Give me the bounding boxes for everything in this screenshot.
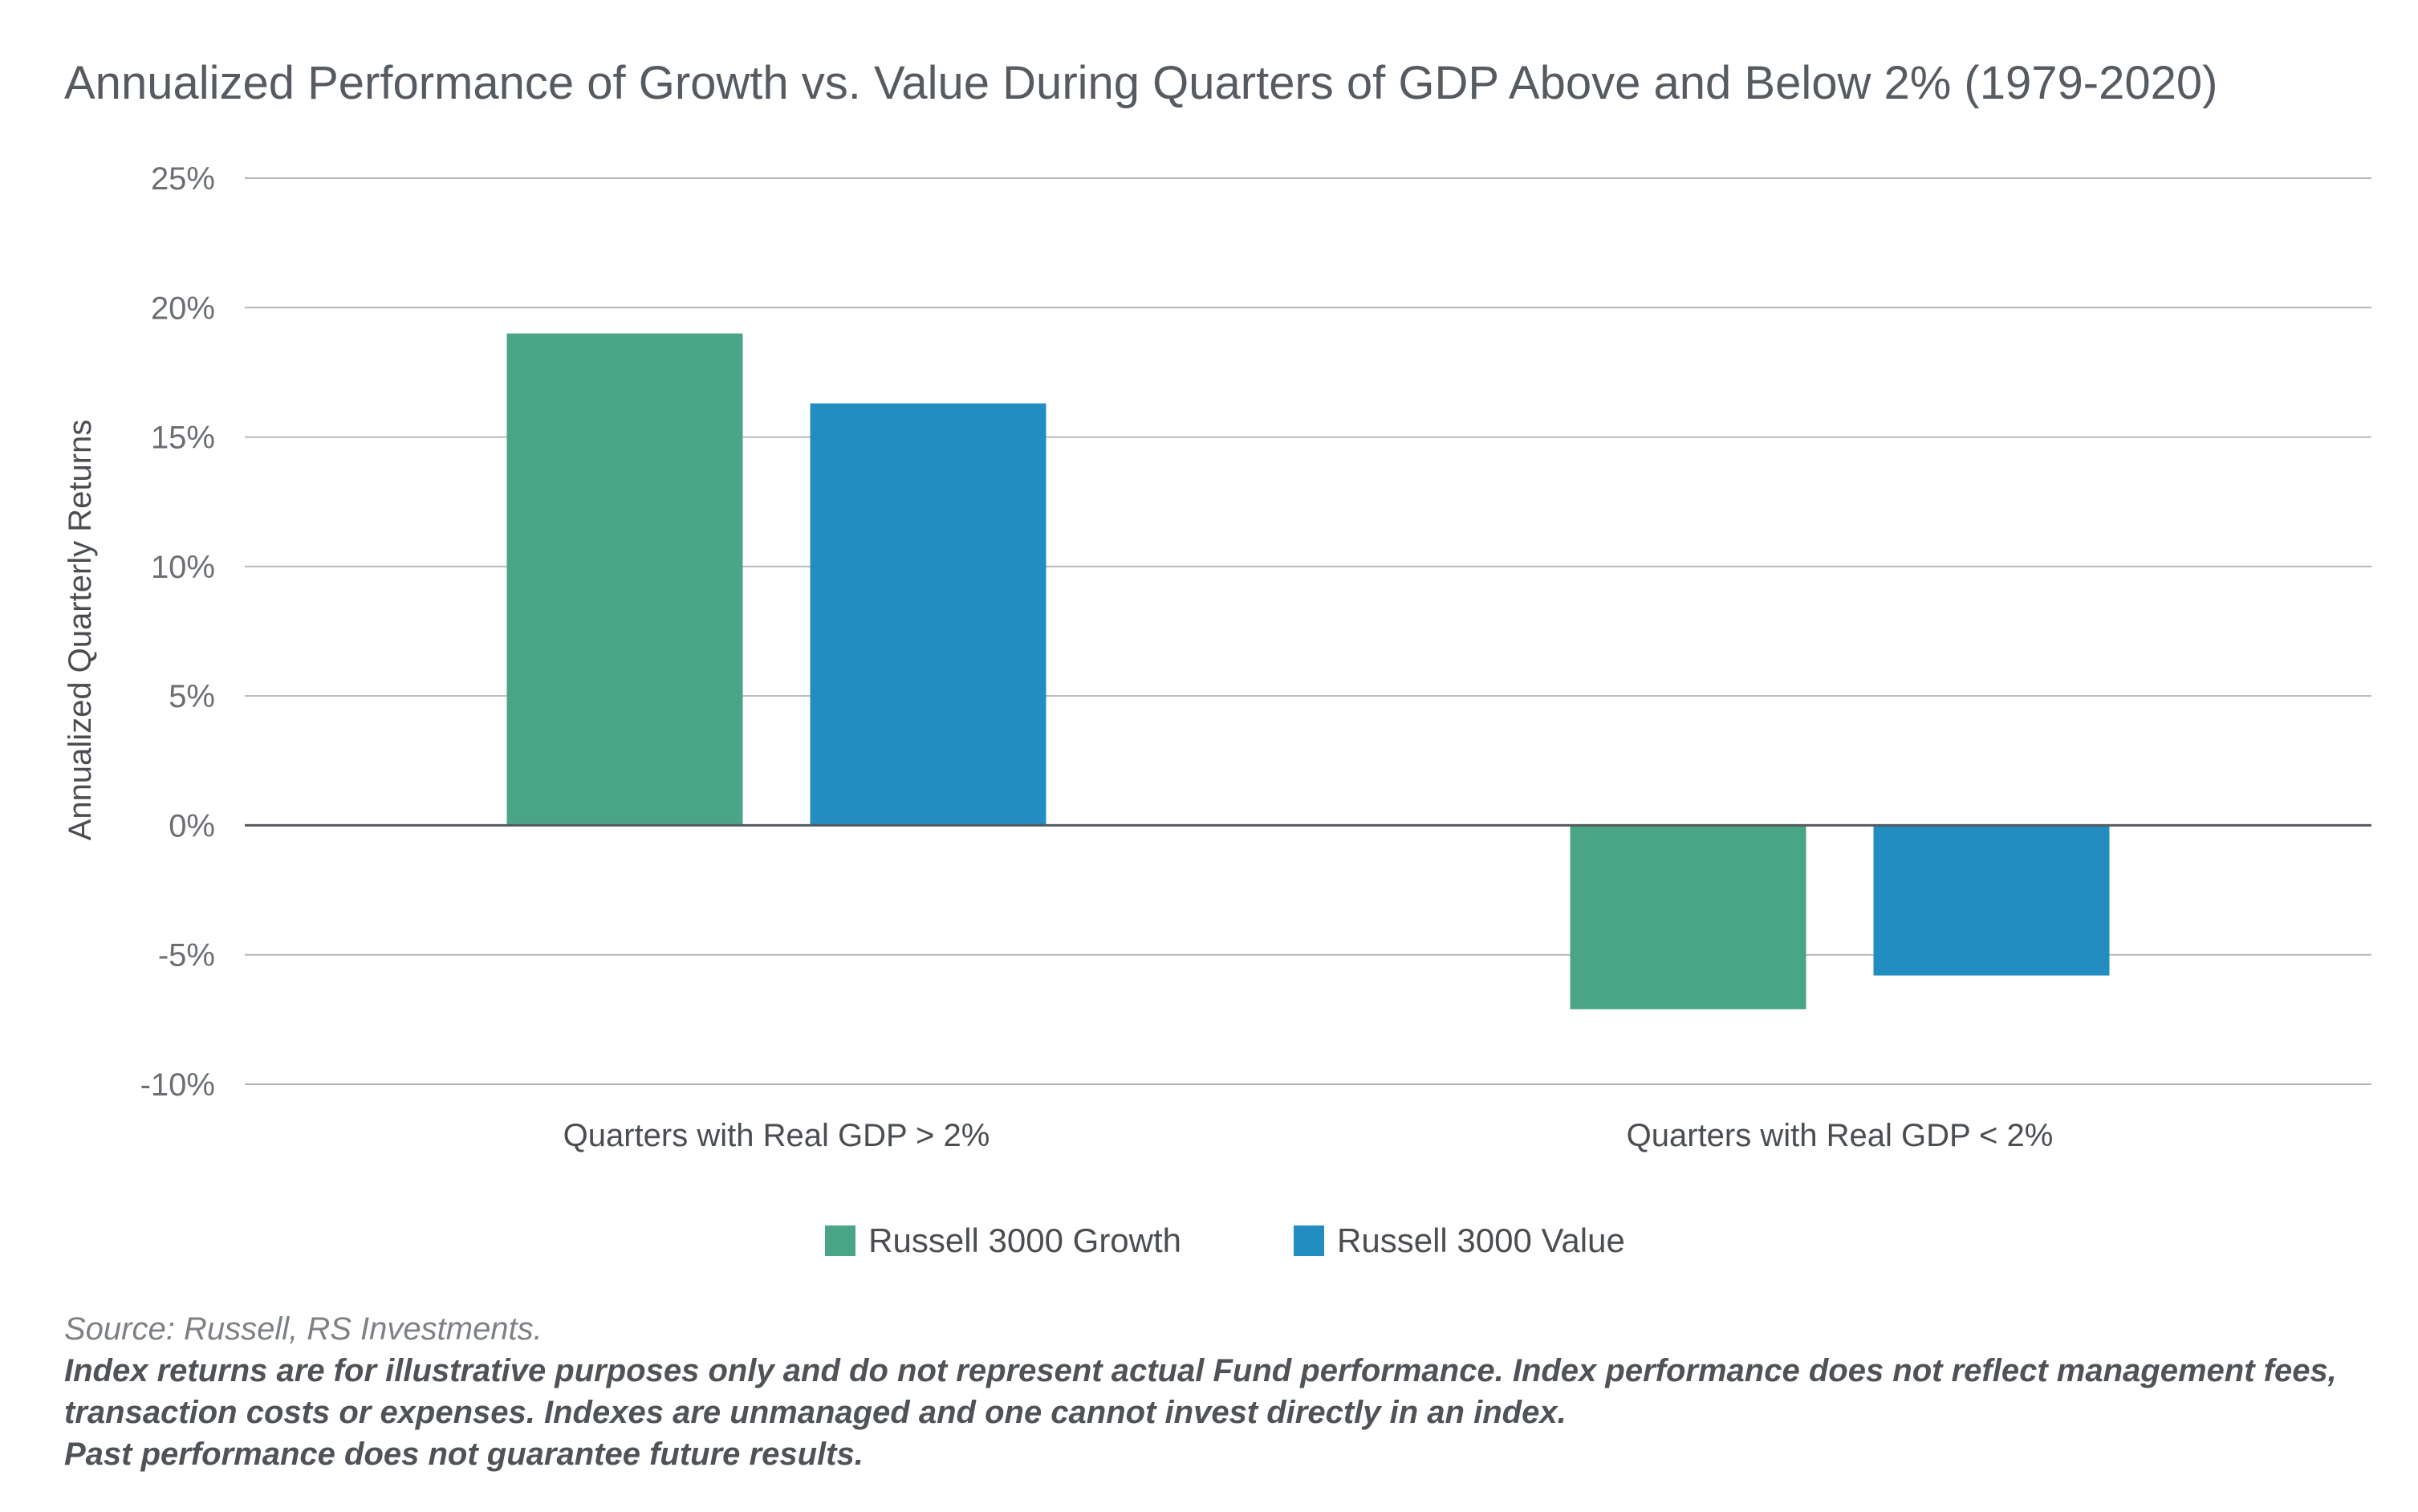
y-tick-label: 15%	[151, 421, 215, 456]
legend-swatch-value	[1294, 1225, 1325, 1256]
y-tick-label: -5%	[158, 938, 215, 973]
legend-swatch-growth	[825, 1225, 856, 1256]
y-tick-label: -10%	[140, 1067, 215, 1103]
legend: Russell 3000 Growth Russell 3000 Value	[0, 1221, 2418, 1260]
bar-value-2	[1873, 825, 2110, 976]
y-tick-label: 5%	[169, 679, 215, 714]
bars	[506, 333, 2110, 1010]
bar-value-1	[810, 403, 1046, 826]
bar-growth-1	[506, 333, 743, 826]
axes: 25% 20% 15% 10% 5% 0% -5% -10% Quarters with Rea…	[140, 161, 2371, 1153]
bar-growth-2	[1570, 825, 1806, 1010]
chart-title: Annualized Performance of Growth vs. Val…	[64, 57, 2218, 109]
disclaimer-text: Index returns are for illustrative purpo…	[64, 1353, 2337, 1430]
footnotes: Source: Russell, RS Investments. Index r…	[64, 1308, 2375, 1475]
legend-label-value: Russell 3000 Value	[1337, 1221, 1625, 1259]
x-category-label: Quarters with Real GDP < 2%	[1627, 1118, 2054, 1153]
y-tick-label: 0%	[169, 808, 215, 843]
y-tick-label: 20%	[151, 291, 215, 326]
legend-label-growth: Russell 3000 Growth	[868, 1221, 1182, 1259]
x-category-label: Quarters with Real GDP > 2%	[563, 1118, 990, 1153]
legend-item-growth: Russell 3000 Growth	[825, 1221, 1181, 1260]
legend-item-value: Russell 3000 Value	[1294, 1221, 1625, 1260]
y-axis-title: Annualized Quarterly Returns	[63, 420, 98, 841]
source-note: Source: Russell, RS Investments.	[64, 1311, 543, 1347]
past-performance-note: Past performance does not guarantee futu…	[64, 1437, 864, 1472]
y-tick-label: 10%	[151, 550, 215, 585]
y-tick-label: 25%	[151, 161, 215, 197]
